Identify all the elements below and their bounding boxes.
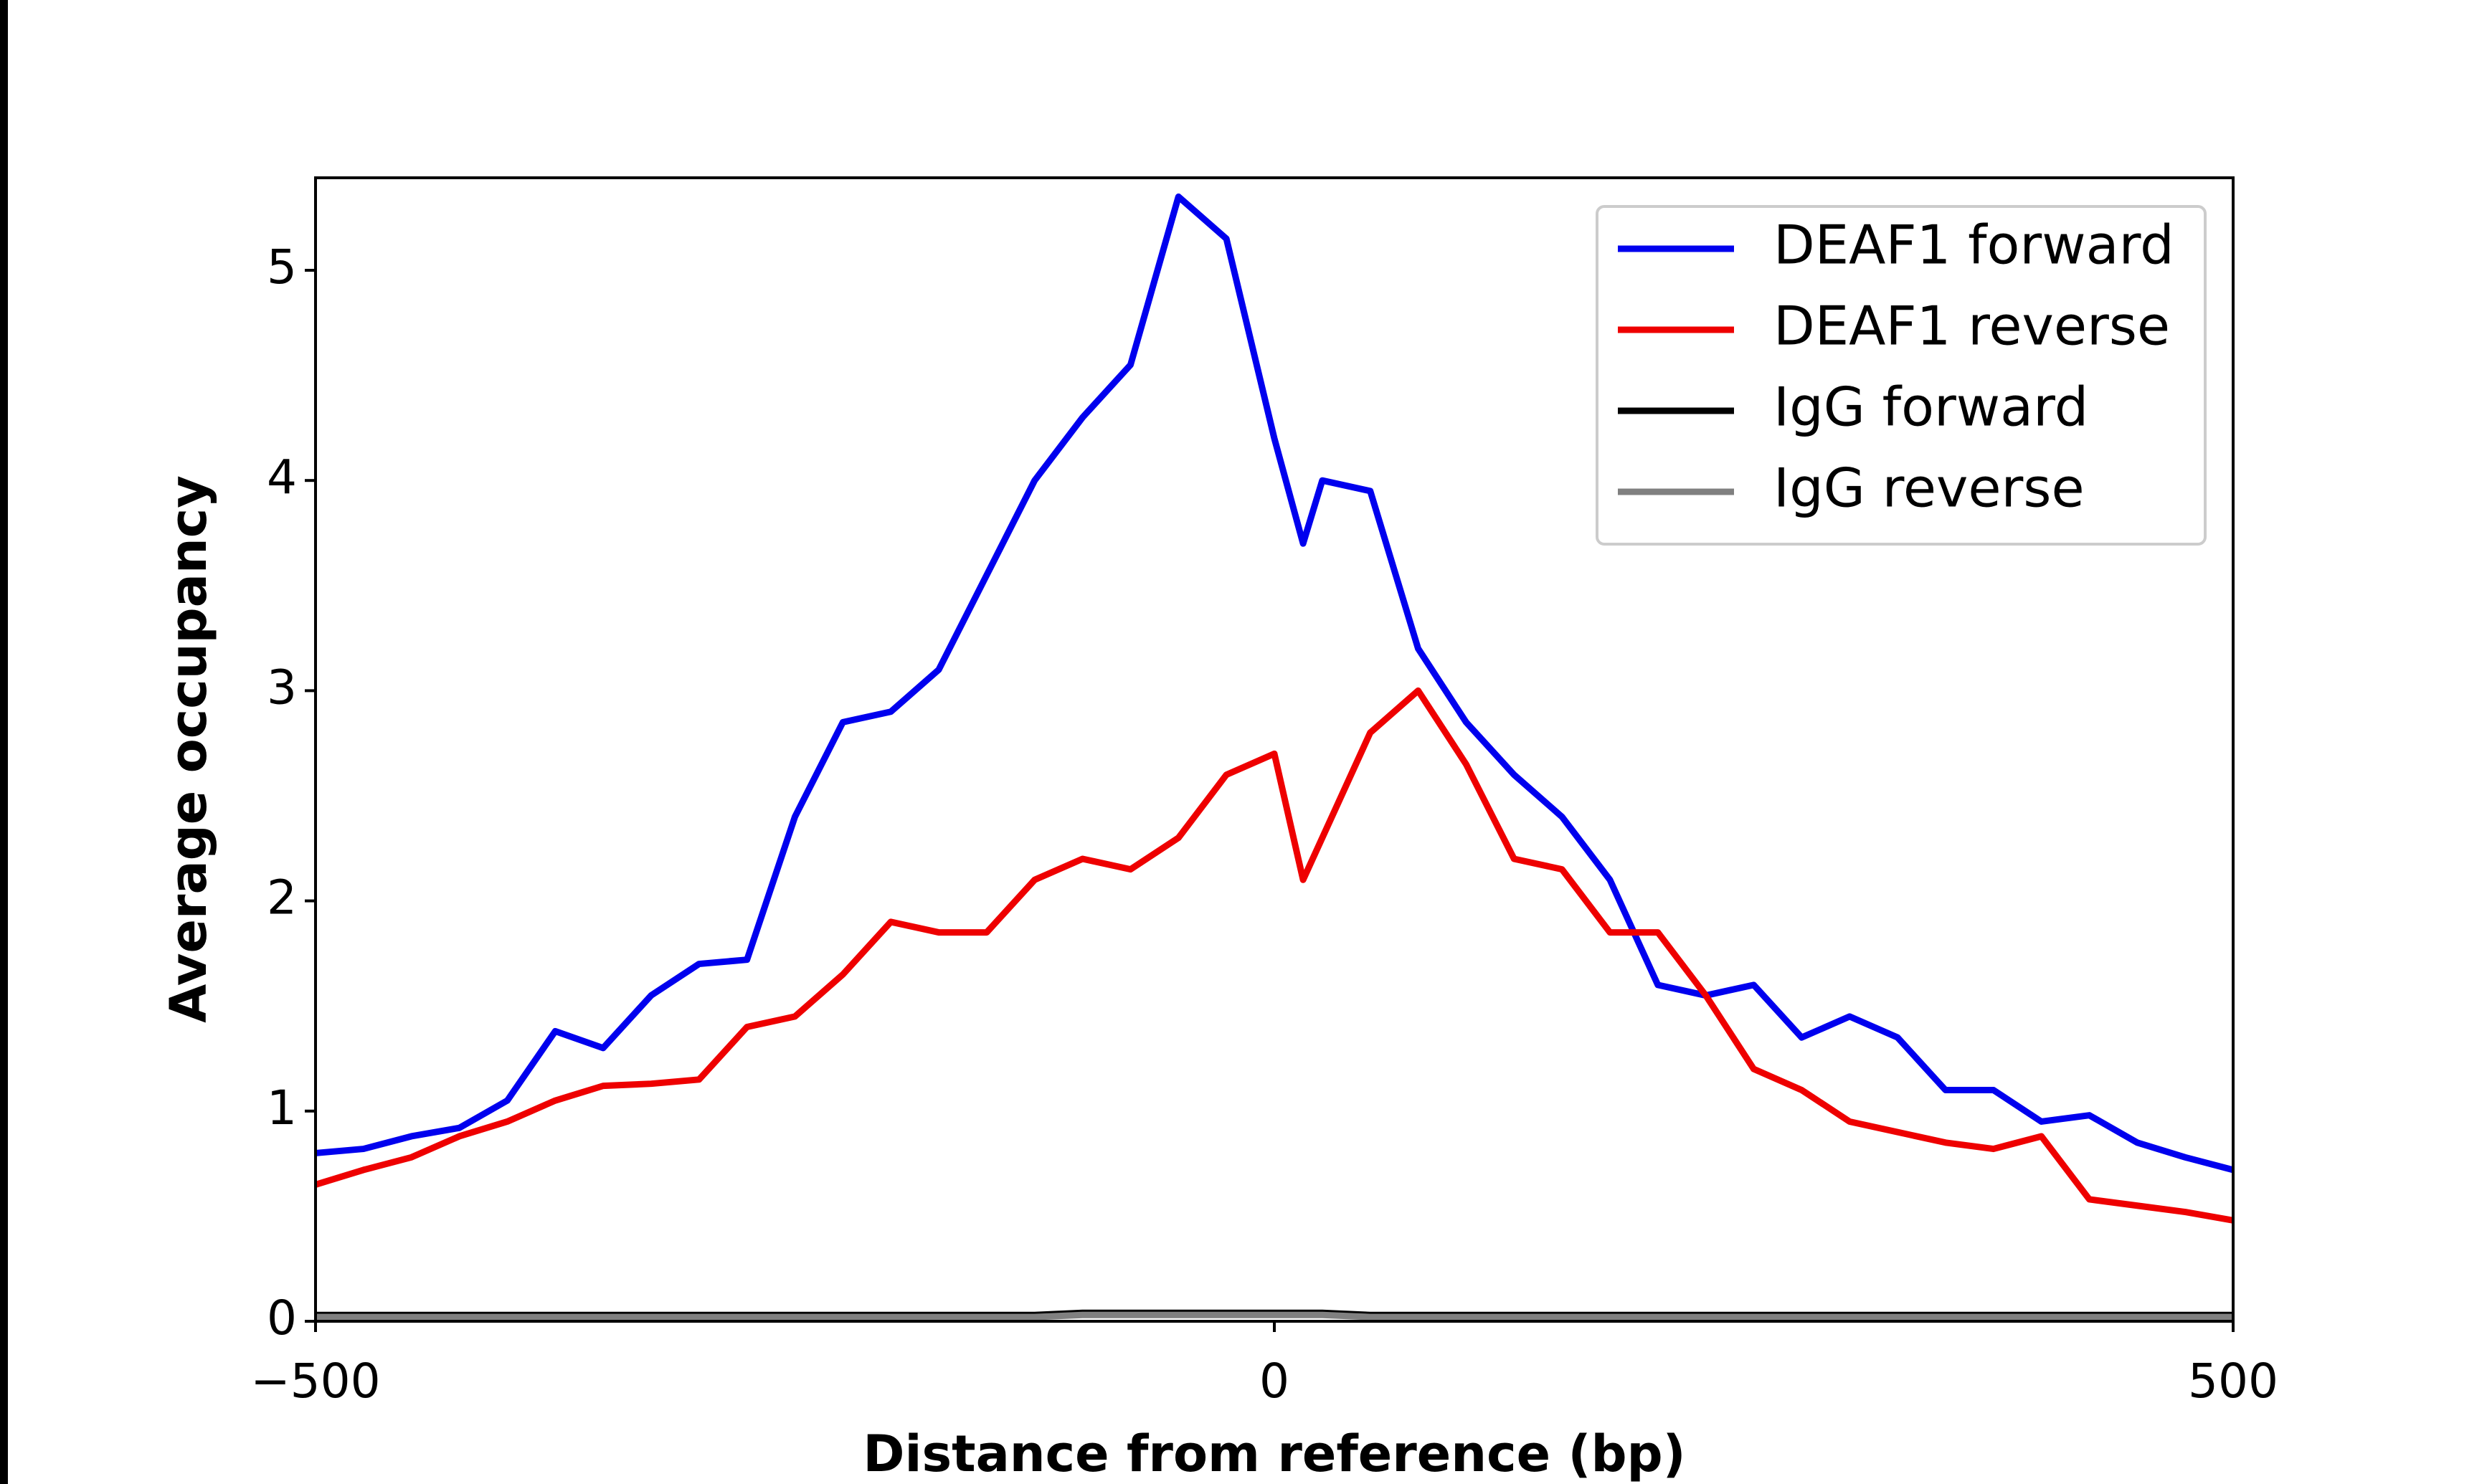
- y-tick-label: 1: [267, 1080, 297, 1136]
- legend-label: DEAF1 forward: [1773, 214, 2174, 277]
- data-line: [316, 1311, 2233, 1321]
- legend-label: DEAF1 reverse: [1773, 295, 2170, 358]
- x-tick-label: 500: [2188, 1354, 2278, 1409]
- y-tick-label: 3: [267, 660, 297, 715]
- legend-box: [1596, 205, 2207, 546]
- legend-label: IgG forward: [1773, 376, 2088, 439]
- y-tick-label: 2: [267, 870, 297, 926]
- legend-label: IgG reverse: [1773, 457, 2085, 520]
- y-tick-label: 4: [267, 450, 297, 505]
- y-axis-label: Average occupancy: [159, 475, 218, 1023]
- y-tick-label: 0: [267, 1290, 297, 1346]
- x-tick-label: −500: [250, 1354, 380, 1409]
- x-tick-label: 0: [1259, 1354, 1289, 1409]
- data-line: [314, 687, 2234, 1224]
- x-axis-label: Distance from reference (bp): [863, 1424, 1685, 1483]
- y-tick-label: 5: [267, 239, 297, 295]
- screen-edge: [0, 0, 8, 1484]
- data-line: [315, 193, 2235, 1174]
